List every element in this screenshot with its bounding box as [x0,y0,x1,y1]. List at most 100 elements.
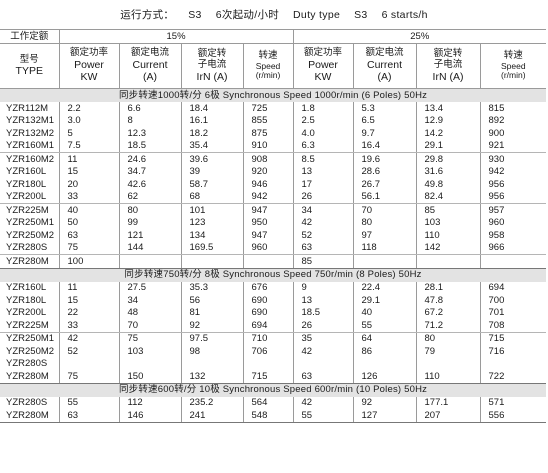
value-cell: 17 [292,178,354,191]
model-cell: YZR225M [6,204,49,216]
model-cell: YZR200L [0,190,59,204]
value-cell: 40 [352,306,417,319]
model-cell: YZR280M [0,409,59,423]
table-row: YZR280M 75 150 132 715 63 126 110 722 [0,370,547,384]
value-cell: 103 [118,345,181,358]
value-cell: 18.4 [180,102,243,115]
value-cell [242,254,294,269]
value-cell: 70 [352,203,417,217]
value-cell: 676 [242,281,294,294]
power-header: 额定功率 Power KW [58,43,119,89]
value-cell: 33 [58,319,119,333]
value-cell: 35 [292,332,354,345]
table-row: YZR132M2 5 12.3 18.2 875 4.0 9.7 14.2 900 [0,127,547,140]
value-cell: 97 [352,229,417,242]
value-cell: 97.5 [180,332,243,345]
table-row: YZR280M 100 85 [0,254,547,269]
value-cell: 556 [479,409,547,423]
model-cell: YZR180L [6,294,47,306]
value-cell: 29.1 [352,294,417,307]
value-cell: 708 [479,319,547,333]
value-cell: 18.5 [292,306,354,319]
operating-mode-header: 运行方式： S3 6次起动/小时 Duty type S3 6 starts/h [0,0,548,29]
value-cell: 22.4 [352,281,417,294]
value-cell: 62 [118,190,181,204]
value-cell [180,357,243,370]
value-cell: 49.8 [415,178,481,191]
value-cell: 85 [292,254,354,269]
value-cell: 947 [242,203,294,217]
value-cell: 99 [118,216,181,229]
table-row: YZR200L 33 62 68 942 26 56.1 82.4 956 [0,190,547,204]
value-cell: 132 [180,370,243,384]
value-cell: 123 [180,216,243,229]
value-cell: 946 [242,178,294,191]
value-cell: 2.5 [292,114,354,127]
table-row: YZR200L 22 48 81 690 18.5 40 67.2 701 [0,306,547,319]
value-cell: 63 [292,241,354,255]
model-cell: YZR132M2 [6,127,55,139]
value-cell: 13 [292,294,354,307]
value-cell: 39 [180,165,243,178]
value-cell: 52 [292,229,354,242]
table-row: YZR280S [0,357,547,370]
value-cell: 28.6 [352,165,417,178]
value-cell: 63 [292,370,354,384]
value-cell: 908 [242,152,294,166]
value-cell: 126 [352,370,417,384]
value-cell: 118 [352,241,417,255]
value-cell: 207 [415,409,481,423]
value-cell: 921 [479,139,547,153]
table-row: YZR225M 40 80 101 947 34 70 85 957 [0,203,547,217]
value-cell: 960 [242,241,294,255]
table-row: YZR160M1 7.5 18.5 35.4 910 6.3 16.4 29.1 921 [0,139,547,153]
value-cell: 146 [118,409,181,423]
value-cell: 6.5 [352,114,417,127]
value-cell: 80 [352,216,417,229]
model-cell: YZR280M [0,254,59,269]
value-cell [292,357,354,370]
value-cell: 722 [479,370,547,384]
value-cell: 64 [352,332,417,345]
value-cell: 55 [58,396,119,409]
table-row: YZR250M2 52 103 98 706 42 86 79 716 [0,345,547,358]
value-cell: 2.2 [58,102,119,115]
value-cell: 47.8 [415,294,481,307]
value-cell: 12.3 [118,127,181,140]
value-cell: 63 [58,229,119,242]
duty-type-label: Duty type [293,8,341,21]
model-cell: YZR280M [0,370,59,384]
table-row: YZR250M1 42 75 97.5 710 35 64 80 715 [0,332,547,345]
value-cell: 142 [415,241,481,255]
value-cell: 26 [292,319,354,333]
value-cell: 9 [292,281,354,294]
value-cell: 39.6 [180,152,243,166]
section-row: 同步转速750转/分 8极 Synchronous Speed 750r/min… [0,268,547,282]
value-cell: 690 [242,306,294,319]
value-cell: 710 [242,332,294,345]
value-cell [118,357,181,370]
value-cell: 701 [479,306,547,319]
value-cell: 169.5 [180,241,243,255]
duty-type-cn: S3 [188,8,202,21]
value-cell: 127 [352,409,417,423]
table-row: YZR132M1 3.0 8 16.1 855 2.5 6.5 12.9 892 [0,114,547,127]
value-cell [479,254,547,269]
value-cell: 26.7 [352,178,417,191]
table-row: YZR160L 15 34.7 39 920 13 28.6 31.6 942 [0,165,547,178]
value-cell: 947 [242,229,294,242]
model-cell: YZR280S [0,241,59,255]
value-cell: 33 [58,190,119,204]
value-cell: 31.6 [415,165,481,178]
motor-spec-table: 工作定额 15% 25% 型号 TYPE 额定功率 Power KW 额定电流 Curr… [0,29,547,423]
value-cell: 27.5 [118,281,181,294]
value-cell: 50 [58,216,119,229]
value-cell: 79 [415,345,481,358]
value-cell: 75 [58,370,119,384]
value-cell: 101 [180,203,243,217]
value-cell: 571 [479,396,547,409]
value-cell: 725 [242,102,294,115]
model-cell: YZR132M1 [6,115,55,126]
value-cell: 110 [415,370,481,384]
